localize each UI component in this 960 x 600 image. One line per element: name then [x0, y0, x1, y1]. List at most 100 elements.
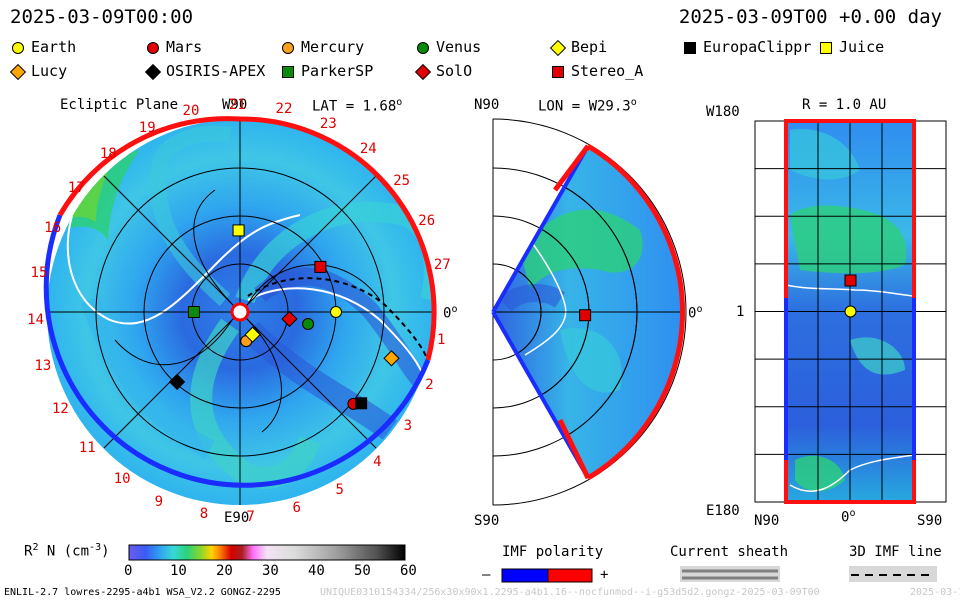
- ecliptic-rim-positive: [239, 116, 437, 361]
- radial-point-earth: [844, 305, 857, 318]
- ecliptic-point-juice: [232, 224, 245, 237]
- radial-spacecraft-markers: [844, 274, 857, 318]
- rotation-number: 11: [78, 439, 96, 456]
- colorbar-tick-label: 40: [308, 563, 325, 579]
- imf-plus-label: +: [600, 567, 609, 583]
- footer-tail: 2025-03-10: [910, 587, 960, 598]
- rotation-number: 21: [228, 97, 246, 114]
- legend-marker-parkersp-icon: [282, 66, 294, 78]
- rotation-number: 7: [246, 508, 255, 525]
- rotation-number: 13: [34, 357, 52, 374]
- ecliptic-point-europaclippr: [355, 397, 368, 410]
- legend-label-osiris-apex: OSIRIS-APEX: [166, 62, 266, 80]
- legend-label-stereo-a: Stereo_A: [571, 62, 644, 80]
- legend-marker-mercury-icon: [282, 42, 294, 54]
- rotation-number: 4: [373, 453, 382, 470]
- meridional-spacecraft-markers: [579, 309, 592, 322]
- ecliptic-title: Ecliptic Plane: [60, 97, 179, 113]
- ecliptic-bottom-label: E90: [224, 510, 250, 526]
- timestamp-left: 2025-03-09T00:00: [10, 6, 194, 28]
- footer-run-id: UNIQUE0310154334/256x30x90x1.2295-a4b1.1…: [320, 587, 820, 598]
- meridional-bottom-label: S90: [474, 513, 500, 529]
- meridional-lon-label: LON = W29.3o: [538, 97, 637, 115]
- rotation-number: 25: [393, 173, 411, 190]
- ecliptic-lat-label: LAT = 1.68o: [312, 97, 403, 115]
- legend-label-juice: Juice: [839, 38, 885, 56]
- legend-marker-juice-icon: [820, 42, 832, 54]
- legend-marker-earth-icon: [12, 42, 24, 54]
- legend-marker-europaclippr-icon: [684, 42, 696, 54]
- density-colorbar: [128, 544, 406, 561]
- legend-label-bepi: Bepi: [571, 38, 608, 56]
- colorbar-tick-label: 50: [354, 563, 371, 579]
- legend-marker-osiris-apex-icon: [144, 63, 162, 81]
- legend-label-mars: Mars: [166, 38, 203, 56]
- legend-label-mercury: Mercury: [301, 38, 365, 56]
- footer-model-info: ENLIL-2.7 lowres-2295-a4b1 WSA_V2.2 GONG…: [4, 587, 281, 598]
- ecliptic-point-earth: [330, 306, 342, 318]
- ecliptic-point-venus: [302, 318, 315, 331]
- legend-label-venus: Venus: [436, 38, 482, 56]
- rotation-number: 2: [425, 376, 434, 393]
- colorbar-tick-label: 30: [262, 563, 279, 579]
- imf3d-title: 3D IMF line: [849, 544, 942, 560]
- sun-marker: [230, 302, 250, 322]
- ecliptic-rim-negative: [43, 214, 431, 488]
- radial-r-label: R = 1.0 AU: [802, 97, 887, 113]
- colorbar-tick-label: 10: [170, 563, 187, 579]
- current-sheath-legend: [680, 566, 780, 582]
- legend-marker-mars-icon: [147, 42, 159, 54]
- ecliptic-point-stereo-a: [314, 260, 327, 273]
- meridional-right-label: 0o: [688, 304, 703, 322]
- colorbar-label: R2 N (cm-3): [24, 542, 110, 560]
- ecliptic-panel: [43, 116, 437, 505]
- rotation-number: 3: [403, 418, 413, 435]
- radial-x-mid: 0o: [841, 508, 856, 526]
- imf3d-legend: [849, 566, 937, 582]
- ecliptic-right-label: 0o: [443, 304, 458, 322]
- legend-marker-lucy-icon: [9, 63, 27, 81]
- ecliptic-point-parkersp: [187, 306, 200, 318]
- colorbar-tick-label: 0: [124, 563, 133, 579]
- rotation-number: 24: [359, 140, 377, 157]
- timestamp-right: 2025-03-09T00 +0.00 day: [678, 6, 942, 28]
- rotation-number: 14: [27, 311, 45, 328]
- imf-polarity-title: IMF polarity: [502, 544, 604, 560]
- rotation-number: 6: [292, 500, 301, 517]
- radial-mid-label: 1: [736, 304, 745, 320]
- ecliptic-point-lucy: [383, 350, 400, 367]
- legend-marker-bepi-icon: [549, 39, 567, 57]
- meridional-rim: [586, 143, 685, 481]
- colorbar-tick-label: 20: [216, 563, 233, 579]
- radial-x-left: N90: [754, 513, 780, 529]
- rotation-number: 17: [67, 179, 85, 196]
- rotation-number: 18: [99, 145, 117, 162]
- meridional-point-stereo-a: [579, 309, 592, 322]
- legend-marker-stereo-a-icon: [552, 66, 564, 78]
- rotation-number: 22: [275, 101, 293, 118]
- radial-bottom-label: E180: [706, 503, 740, 519]
- rotation-number: 8: [199, 506, 209, 523]
- rotation-number: 16: [44, 220, 62, 237]
- legend-label-earth: Earth: [31, 38, 77, 56]
- meridional-top-label: N90: [474, 97, 500, 113]
- rotation-number: 10: [113, 470, 131, 487]
- rotation-number: 12: [52, 401, 69, 418]
- rotation-number: 26: [418, 212, 436, 229]
- ecliptic-point-bepi: [244, 326, 261, 343]
- rotation-number: 5: [335, 481, 344, 498]
- radial-top-label: W180: [706, 104, 740, 120]
- legend-label-solo: SolO: [436, 62, 473, 80]
- rotation-number: 20: [182, 103, 200, 120]
- imf-polarity-bar: [501, 568, 593, 583]
- legend-label-lucy: Lucy: [31, 62, 68, 80]
- rotation-number: 23: [319, 116, 337, 133]
- legend-marker-solo-icon: [414, 63, 432, 81]
- rotation-number: 19: [138, 119, 156, 136]
- legend-label-europaclippr: EuropaClippr: [703, 38, 812, 56]
- rotation-number: 1: [436, 331, 446, 348]
- legend-label-parkersp: ParkerSP: [301, 62, 374, 80]
- rotation-number: 15: [30, 265, 48, 282]
- legend-marker-venus-icon: [417, 42, 429, 54]
